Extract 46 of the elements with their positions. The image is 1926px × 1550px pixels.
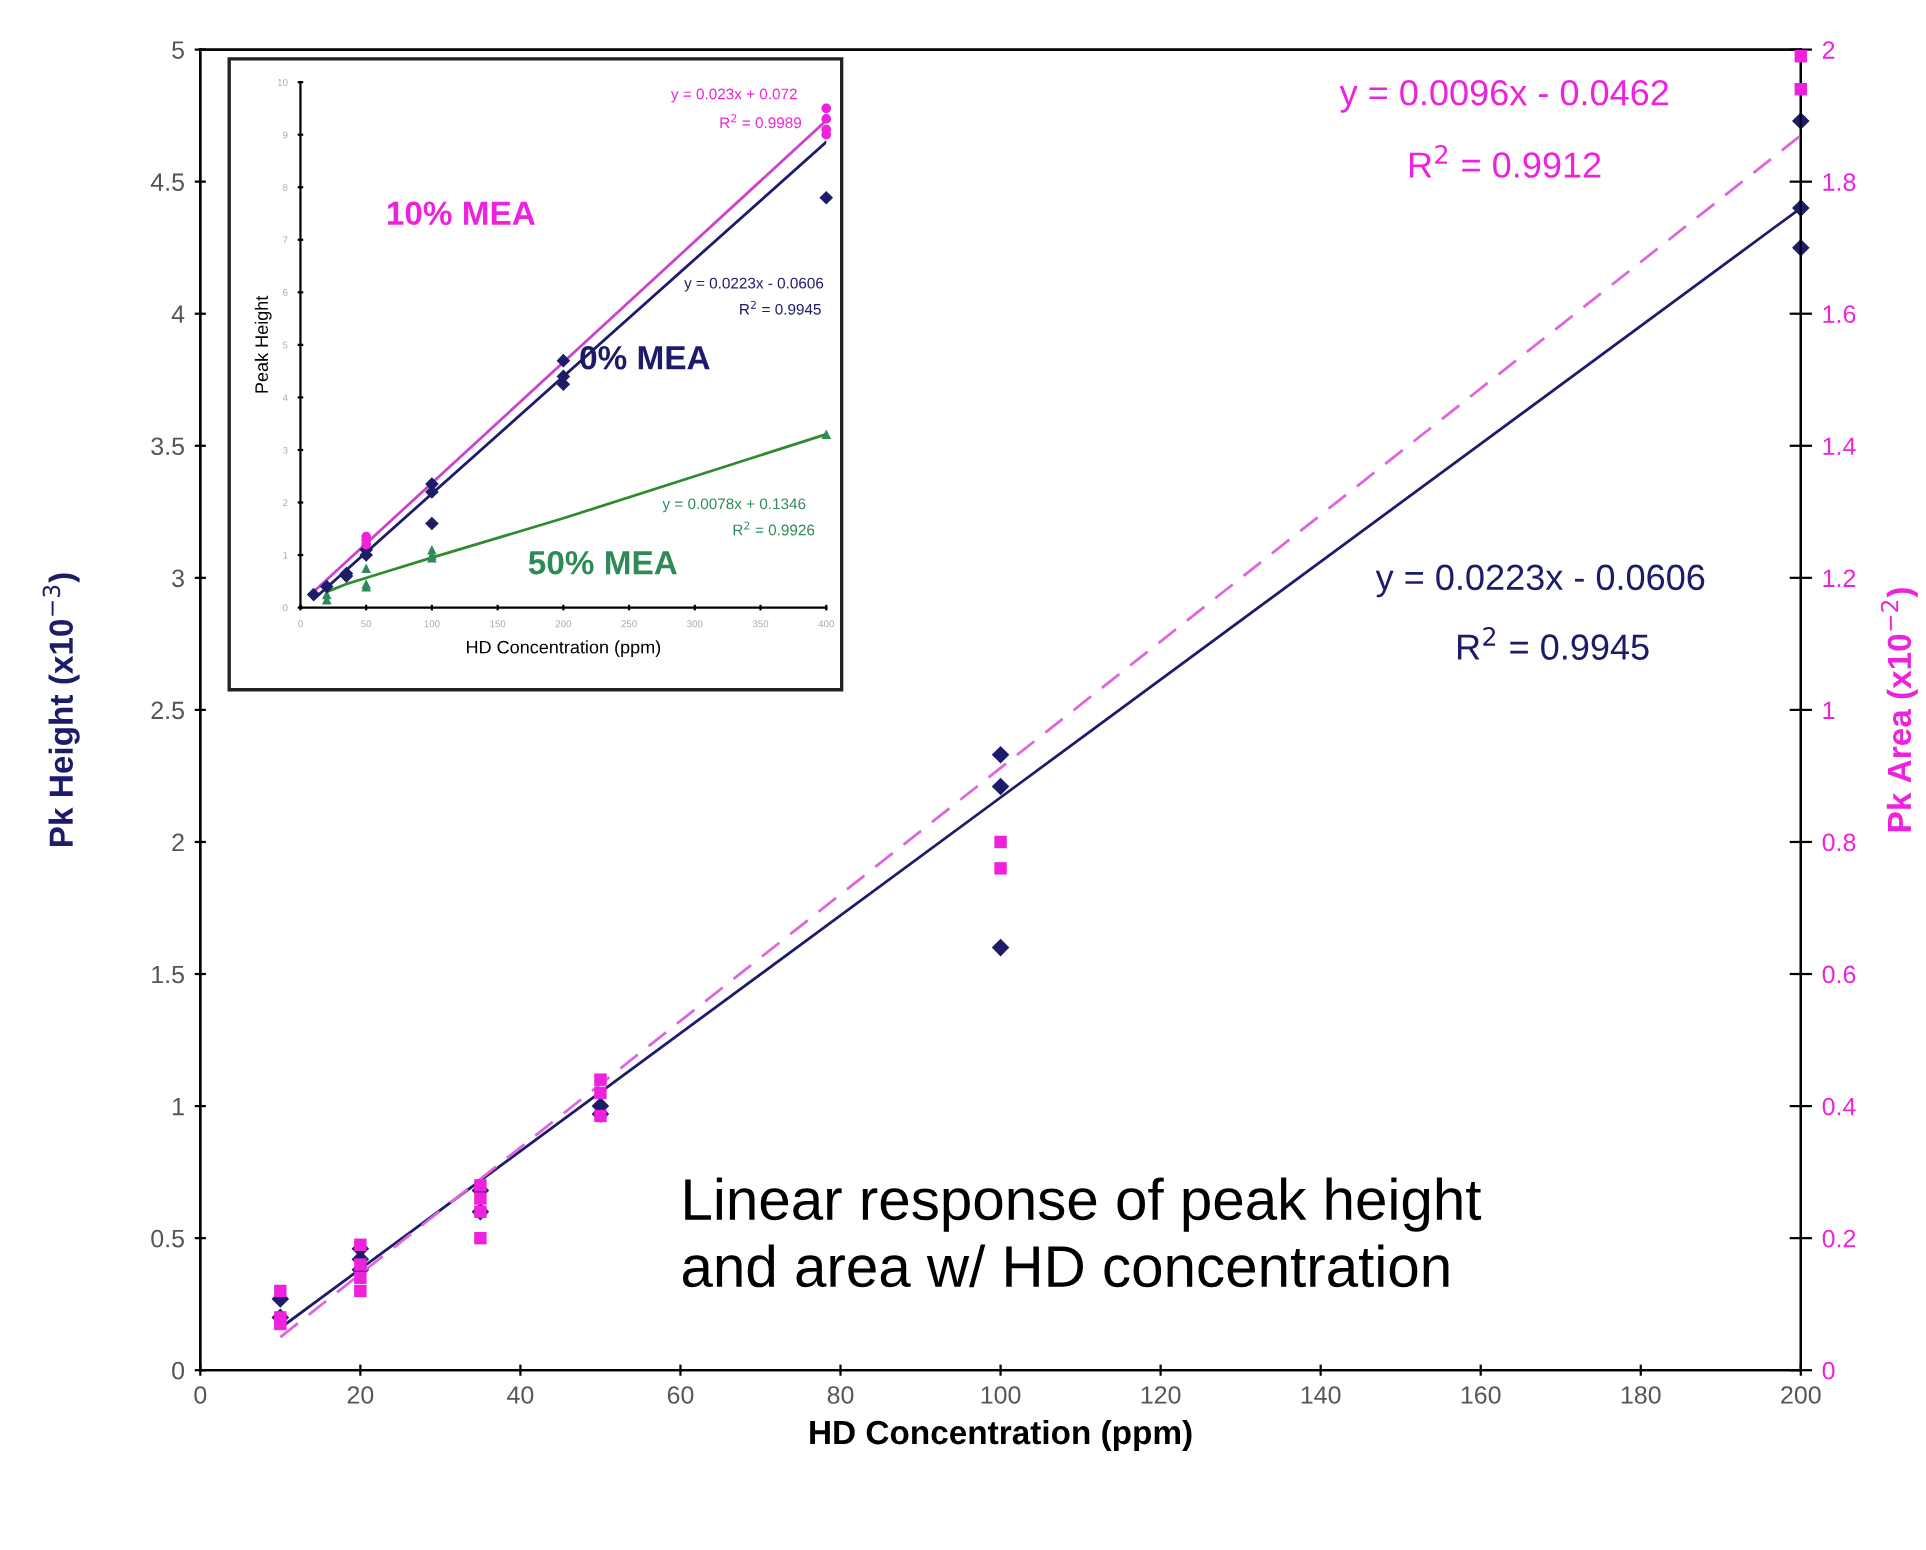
y2-tick-label: 1.2 (1823, 569, 1856, 587)
y-tick-label: 1.5 (152, 965, 184, 984)
x-axis-title: HD Concentration (ppm) (810, 1419, 1192, 1451)
text: 10% MEA (387, 201, 535, 226)
annotation: y = 0.0096x - 0.0462 (1339, 79, 1669, 113)
y2-tick-label: 1.6 (1823, 305, 1856, 324)
x-tick-label: 120 (1141, 1386, 1181, 1404)
y-tick-label: 1 (173, 1097, 184, 1116)
y2-tick-label: 0.4 (1822, 1097, 1856, 1116)
y2-axis-title: Pk Area (x10$^{−2}$) (1880, 588, 1918, 832)
annotation: Linear response of peak height and area w/ HD concentration (682, 1177, 1482, 1288)
y2-tick-label: 1.4 (1823, 437, 1856, 455)
annotation: R$^{2}$ = 0.9912 (1410, 144, 1601, 178)
x-axis-title: HD Concentration (ppm) (467, 640, 661, 658)
y2-tick-label: 1 (1823, 701, 1835, 719)
x-tick-label: 200 (1781, 1386, 1821, 1404)
y2-tick-label: 2 (1822, 41, 1835, 59)
y-tick-label: 4.5 (150, 173, 184, 191)
y2-tick-label: 0.8 (1822, 833, 1856, 852)
y-tick-label: 2 (172, 833, 184, 852)
x-tick-label: 20 (347, 1386, 374, 1404)
y-axis-title: Pk Height (x10$^{−3}$) (42, 573, 80, 846)
y2-tick-label: 0.2 (1822, 1229, 1856, 1248)
y-tick-label: 5 (172, 41, 184, 59)
y2-tick-label: 0 (1822, 1361, 1835, 1380)
y-tick-label: 2.5 (151, 701, 184, 720)
y-axis-title: Peak Height (254, 295, 272, 393)
y-tick-label: 4 (171, 305, 185, 323)
y-tick-label: 0.5 (151, 1229, 184, 1248)
y-tick-label: 0 (172, 1361, 185, 1380)
annotation: R$^{2}$ = 0.9945 (1458, 626, 1649, 660)
y-tick-label: 3.5 (151, 437, 184, 456)
text: 50% MEA (528, 550, 677, 575)
x-tick-label: 0 (194, 1386, 207, 1404)
x-tick-label: 160 (1461, 1386, 1501, 1404)
x-tick-label: 140 (1301, 1386, 1341, 1404)
y-tick-label: 3 (172, 569, 184, 588)
x-tick-label: 60 (667, 1386, 694, 1404)
y2-tick-label: 1.8 (1823, 173, 1856, 191)
x-tick-label: 100 (981, 1386, 1021, 1404)
y2-tick-label: 0.6 (1822, 965, 1856, 984)
x-tick-label: 80 (827, 1386, 854, 1404)
annotation: y = 0.0223x - 0.0606 (1375, 564, 1705, 598)
series-label: 0% MEA (580, 345, 710, 370)
x-tick-label: 180 (1621, 1386, 1661, 1404)
x-tick-label: 40 (507, 1386, 534, 1404)
